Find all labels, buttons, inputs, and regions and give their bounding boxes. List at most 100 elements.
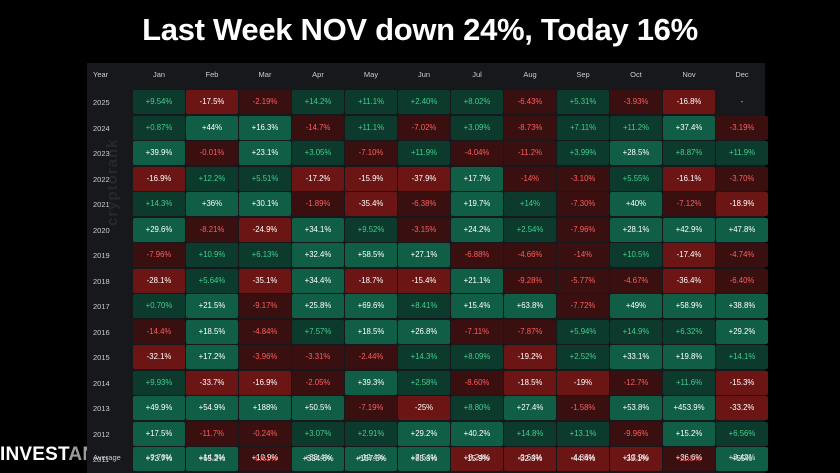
- return-cell-2023-nov: +8.87%: [663, 141, 715, 165]
- return-cell-2014-may: +39.3%: [345, 370, 397, 395]
- return-cell-2016-dec: +29.2%: [716, 319, 768, 344]
- return-cell-2014-feb: -33.7%: [186, 370, 238, 395]
- return-cell-2012-may: +2.91%: [345, 421, 397, 446]
- return-cell-2024-sep: +7.11%: [557, 115, 609, 140]
- return-cell-2022-jul: +17.7%: [451, 166, 503, 191]
- return-cell-2011-jul: -15.9%: [451, 447, 503, 471]
- month-header-feb: Feb: [205, 70, 219, 79]
- return-cell-2025-nov: -16.8%: [663, 90, 715, 114]
- return-cell-2019-may: +58.5%: [345, 243, 397, 267]
- return-cell-2012-oct: -9.96%: [610, 421, 662, 446]
- return-cell-2014-sep: -19%: [557, 370, 609, 395]
- return-cell-2017-nov: +58.9%: [663, 294, 715, 318]
- month-header-jun: Jun: [417, 70, 431, 79]
- year-label: 2020: [93, 225, 110, 235]
- return-cell-2014-jun: +2.58%: [398, 370, 450, 395]
- return-cell-2024-oct: +11.2%: [610, 115, 662, 140]
- return-cell-2023-sep: +3.99%: [557, 141, 609, 165]
- return-cell-2024-feb: +44%: [186, 115, 238, 140]
- return-cell-2024-dec: -3.19%: [716, 115, 768, 140]
- average-cell-jan: +9.76%: [145, 453, 173, 462]
- return-cell-2011-jan: +73.7%: [133, 447, 185, 471]
- return-cell-2024-jan: +0.87%: [133, 115, 185, 140]
- return-cell-2022-sep: -3.10%: [557, 166, 609, 191]
- year-column-header: Year: [93, 70, 109, 79]
- return-cell-2013-feb: +54.9%: [186, 396, 238, 420]
- month-header-oct: Oct: [630, 70, 642, 79]
- return-cell-2012-feb: -11.7%: [186, 421, 238, 446]
- return-cell-2013-may: -7.19%: [345, 396, 397, 420]
- average-cell-dec: +8.42%: [728, 453, 756, 462]
- return-cell-2012-sep: +13.1%: [557, 421, 609, 446]
- return-cell-2012-jul: +40.2%: [451, 421, 503, 446]
- return-cell-2012-nov: +15.2%: [663, 421, 715, 446]
- month-header-mar: Mar: [258, 70, 272, 79]
- return-cell-2015-feb: +17.2%: [186, 345, 238, 369]
- return-cell-2022-may: -15.9%: [345, 166, 397, 191]
- return-cell-2011-may: +157.5%: [345, 447, 397, 471]
- year-label: 2018: [93, 276, 110, 286]
- return-cell-2023-aug: -11.2%: [504, 141, 556, 165]
- average-cell-aug: -0.64%: [517, 453, 543, 462]
- return-cell-2024-may: +11.1%: [345, 115, 397, 140]
- average-cell-mar: +10.9%: [251, 453, 279, 462]
- year-label: 2023: [93, 149, 110, 158]
- return-cell-2024-mar: +16.3%: [239, 115, 291, 140]
- return-cell-2021-jun: -6.38%: [398, 192, 450, 216]
- return-cell-2015-oct: +33.1%: [610, 345, 662, 369]
- return-cell-2016-oct: +14.9%: [610, 319, 662, 344]
- year-label: 2024: [93, 123, 110, 133]
- return-cell-2017-mar: -9.17%: [239, 294, 291, 318]
- return-cell-2021-apr: -1.89%: [292, 192, 344, 216]
- return-cell-2019-dec: -4.74%: [716, 243, 768, 267]
- year-label: 2011: [93, 455, 110, 464]
- return-cell-2020-apr: +34.1%: [292, 217, 344, 242]
- return-cell-2014-jul: -8.60%: [451, 370, 503, 395]
- return-cell-2020-jun: -3.15%: [398, 217, 450, 242]
- return-cell-2025-jun: +2.40%: [398, 90, 450, 114]
- return-cell-2025-apr: +14.2%: [292, 90, 344, 114]
- return-cell-2015-mar: -3.96%: [239, 345, 291, 369]
- return-cell-2016-jul: -7.11%: [451, 319, 503, 344]
- return-cell-2021-mar: +30.1%: [239, 192, 291, 216]
- average-cell-oct: +13.9%: [622, 453, 650, 462]
- return-cell-2017-oct: +49%: [610, 294, 662, 318]
- return-cell-2019-aug: -4.66%: [504, 243, 556, 267]
- return-cell-2014-mar: -16.9%: [239, 370, 291, 395]
- month-header-dec: Dec: [735, 70, 749, 79]
- brand-logo-faded: AN: [68, 444, 87, 465]
- return-cell-2021-sep: -7.30%: [557, 192, 609, 216]
- return-cell-2017-jul: +15.4%: [451, 294, 503, 318]
- return-cell-2023-apr: +3.05%: [292, 141, 344, 165]
- return-cell-2019-jul: -6.88%: [451, 243, 503, 267]
- return-cell-2013-sep: -1.58%: [557, 396, 609, 420]
- return-cell-2022-oct: +5.55%: [610, 166, 662, 191]
- year-label: 2021: [93, 200, 110, 209]
- return-cell-2022-dec: -3.70%: [716, 166, 768, 191]
- return-cell-2023-oct: +28.5%: [610, 141, 662, 165]
- return-cell-2017-may: +69.6%: [345, 294, 397, 318]
- month-header-nov: Nov: [682, 70, 696, 79]
- return-cell-2015-may: -2.44%: [345, 345, 397, 369]
- return-cell-2016-mar: -4.84%: [239, 319, 291, 344]
- return-cell-2024-jul: +3.09%: [451, 115, 503, 140]
- year-label: 2022: [93, 174, 110, 184]
- return-cell-2018-jun: -15.4%: [398, 268, 450, 293]
- return-cell-2013-mar: +188%: [239, 396, 291, 420]
- return-cell-2012-aug: +14.8%: [504, 421, 556, 446]
- return-cell-2011-dec: +55%: [716, 447, 768, 471]
- average-cell-apr: +33.4%: [304, 453, 332, 462]
- return-cell-2013-aug: +27.4%: [504, 396, 556, 420]
- return-cell-2015-jan: -32.1%: [133, 345, 185, 369]
- return-cell-2019-oct: +10.5%: [610, 243, 662, 267]
- return-cell-2011-apr: +334.6%: [292, 447, 344, 471]
- return-cell-2020-oct: +28.1%: [610, 217, 662, 242]
- return-cell-2022-nov: -16.1%: [663, 166, 715, 191]
- return-cell-2019-feb: +10.9%: [186, 243, 238, 267]
- return-cell-2015-dec: +14.1%: [716, 345, 768, 369]
- return-cell-2021-nov: -7.12%: [663, 192, 715, 216]
- return-cell-2012-jun: +29.2%: [398, 421, 450, 446]
- return-cell-2017-feb: +21.5%: [186, 294, 238, 318]
- return-cell-2017-aug: +63.8%: [504, 294, 556, 318]
- return-cell-2012-apr: +3.07%: [292, 421, 344, 446]
